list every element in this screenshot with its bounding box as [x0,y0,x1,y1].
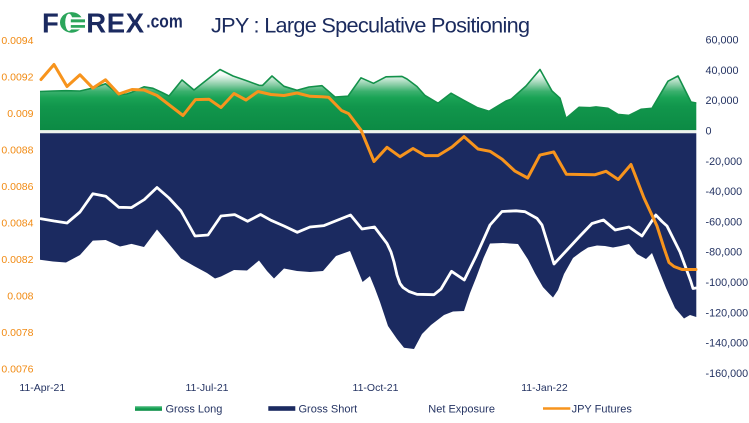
svg-text:JPY Futures: JPY Futures [572,404,633,416]
svg-text:0: 0 [706,126,712,138]
svg-text:60,000: 60,000 [706,35,739,47]
svg-text:0.0086: 0.0086 [1,181,33,193]
svg-text:0.0082: 0.0082 [1,254,33,266]
svg-text:11-Oct-21: 11-Oct-21 [353,382,399,394]
svg-text:-40,000: -40,000 [706,186,743,198]
svg-text:11-Jul-21: 11-Jul-21 [186,382,229,394]
svg-text:-120,000: -120,000 [706,307,749,319]
svg-text:0.0088: 0.0088 [1,144,33,156]
svg-text:11-Jan-22: 11-Jan-22 [521,382,568,394]
svg-text:0.0084: 0.0084 [1,217,33,229]
svg-text:Net Exposure: Net Exposure [428,404,495,416]
svg-text:-140,000: -140,000 [706,338,749,350]
svg-text:0.009: 0.009 [7,108,33,120]
svg-text:0.008: 0.008 [7,290,33,302]
svg-text:0.0092: 0.0092 [1,71,33,83]
svg-text:-60,000: -60,000 [706,216,743,228]
svg-text:JPY : Large Speculative Positi: JPY : Large Speculative Positioning [211,13,530,38]
svg-text:-80,000: -80,000 [706,247,743,259]
svg-text:40,000: 40,000 [706,65,739,77]
svg-text:11-Apr-21: 11-Apr-21 [19,382,65,394]
svg-text:Gross Short: Gross Short [299,404,358,416]
svg-text:-160,000: -160,000 [706,368,749,380]
svg-text:20,000: 20,000 [706,95,739,107]
svg-text:F: F [42,7,59,38]
svg-text:Gross Long: Gross Long [166,404,223,416]
svg-text:.com: .com [146,12,182,32]
svg-text:0.0076: 0.0076 [1,363,33,375]
svg-text:0.0094: 0.0094 [1,35,33,47]
svg-text:-20,000: -20,000 [706,156,743,168]
svg-text:-100,000: -100,000 [706,277,749,289]
svg-text:REX: REX [86,7,145,38]
svg-text:0.0078: 0.0078 [1,327,33,339]
